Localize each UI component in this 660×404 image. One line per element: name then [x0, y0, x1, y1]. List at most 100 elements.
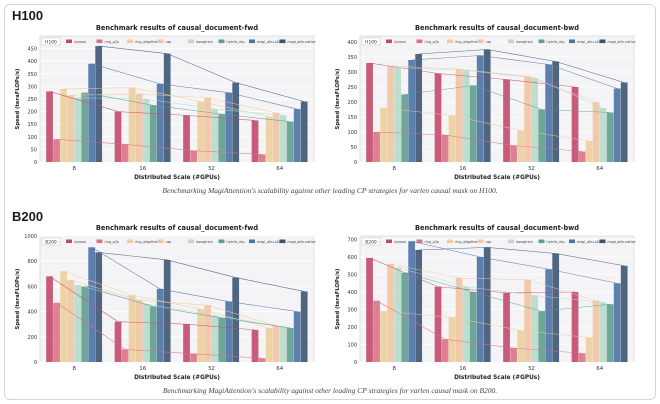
y-tick-label: 50 [351, 145, 357, 151]
bar [455, 278, 463, 362]
bar [394, 67, 401, 162]
legend-swatch [279, 239, 286, 244]
legend-label: ring_p2p [105, 240, 119, 244]
y-axis-label: Speed (teraFLOPs/s) [335, 69, 341, 130]
bar [373, 300, 380, 362]
bar [265, 327, 273, 362]
legend-label: loongtrain [516, 40, 533, 44]
bar [599, 108, 607, 162]
bar [571, 292, 579, 362]
legend-label: hybrid_dcp [227, 240, 245, 244]
legend-label: hybrid_dcp [547, 40, 565, 44]
legend-swatch [538, 39, 545, 44]
y-tick-label: 150 [27, 122, 37, 128]
y-tick-label: 0 [354, 360, 357, 366]
chart-tag-text: B200 [365, 239, 377, 245]
bar [415, 250, 423, 362]
bar [81, 286, 89, 362]
x-tick-label: 32 [528, 166, 535, 172]
bar [46, 91, 53, 162]
trend-line [91, 63, 298, 110]
bar [620, 82, 628, 162]
trend-line [418, 49, 625, 83]
legend-label: ring_allgather [455, 40, 478, 44]
legend-swatch [569, 239, 575, 244]
x-axis-label: Distributed Scale (#GPUs) [454, 375, 540, 381]
bar [517, 330, 524, 362]
bar [387, 264, 394, 362]
y-tick-label: 450 [27, 47, 37, 53]
bar [156, 288, 164, 362]
section-heading-h100: H100 [12, 8, 44, 23]
chart-tag: H100 [361, 37, 381, 45]
bar [606, 112, 614, 162]
y-tick-label: 250 [27, 97, 37, 103]
legend-swatch [386, 239, 392, 244]
bar [434, 73, 442, 162]
y-tick-label: 100 [27, 135, 37, 141]
bar [455, 69, 463, 162]
bar [121, 144, 129, 162]
bar [279, 115, 287, 162]
legend-swatch [127, 39, 133, 44]
y-tick-label: 400 [27, 59, 37, 65]
bar [190, 150, 197, 162]
bar [415, 54, 423, 162]
bar [585, 337, 593, 362]
y-tick-label: 300 [347, 308, 357, 314]
trend-line [98, 252, 305, 292]
bar [387, 66, 394, 162]
legend-swatch [416, 39, 423, 44]
y-tick-label: 500 [347, 273, 357, 279]
legend-label: ring_allgather [135, 40, 158, 44]
bar [46, 276, 53, 362]
bar [524, 76, 531, 162]
x-tick-label: 16 [139, 366, 146, 372]
legend-swatch [249, 239, 255, 244]
bar [366, 63, 373, 162]
y-tick-label: 0 [354, 160, 357, 166]
trend-line [70, 279, 277, 326]
bar [380, 311, 387, 362]
legend-swatch [416, 239, 423, 244]
y-tick-label: 200 [27, 110, 37, 116]
legend-swatch [538, 239, 545, 244]
chart-title: Benchmark results of causal_document-bwd [415, 224, 579, 232]
bar [286, 121, 294, 162]
bar [293, 109, 301, 162]
trend-line [404, 85, 611, 113]
bar [60, 88, 67, 162]
bar [510, 145, 517, 162]
x-tick-label: 8 [73, 366, 77, 372]
bar [531, 78, 538, 162]
y-tick-label: 0 [34, 360, 37, 366]
x-tick-label: 16 [459, 366, 466, 372]
chart-tag: B200 [41, 237, 61, 245]
y-tick-label: 400 [27, 310, 37, 316]
chart-title: Benchmark results of causal_document-fwd [96, 24, 258, 32]
bar [142, 99, 150, 162]
trend-line [397, 267, 604, 303]
trend-line [56, 139, 263, 155]
legend-label: magi_attn-a2av [577, 240, 603, 244]
bar [135, 300, 143, 362]
legend-swatch [218, 39, 225, 44]
bar [95, 46, 103, 162]
chart-b200-fwd: Benchmark results of causal_document-fwd… [15, 224, 316, 381]
bar [258, 358, 266, 362]
trend-line [84, 92, 291, 122]
legend-swatch [569, 39, 575, 44]
bar [197, 309, 204, 362]
trend-line [98, 45, 305, 102]
bar [366, 257, 373, 362]
bar [204, 305, 211, 362]
y-tick-label: 300 [347, 70, 357, 76]
legend-swatch [599, 239, 606, 244]
legend-label: magi_attn-a2av [577, 40, 603, 44]
bar [286, 327, 294, 362]
bar [476, 257, 484, 362]
bar [121, 349, 129, 362]
bar [95, 252, 103, 362]
chart-tag: H100 [41, 37, 61, 45]
x-tick-label: 16 [139, 166, 146, 172]
